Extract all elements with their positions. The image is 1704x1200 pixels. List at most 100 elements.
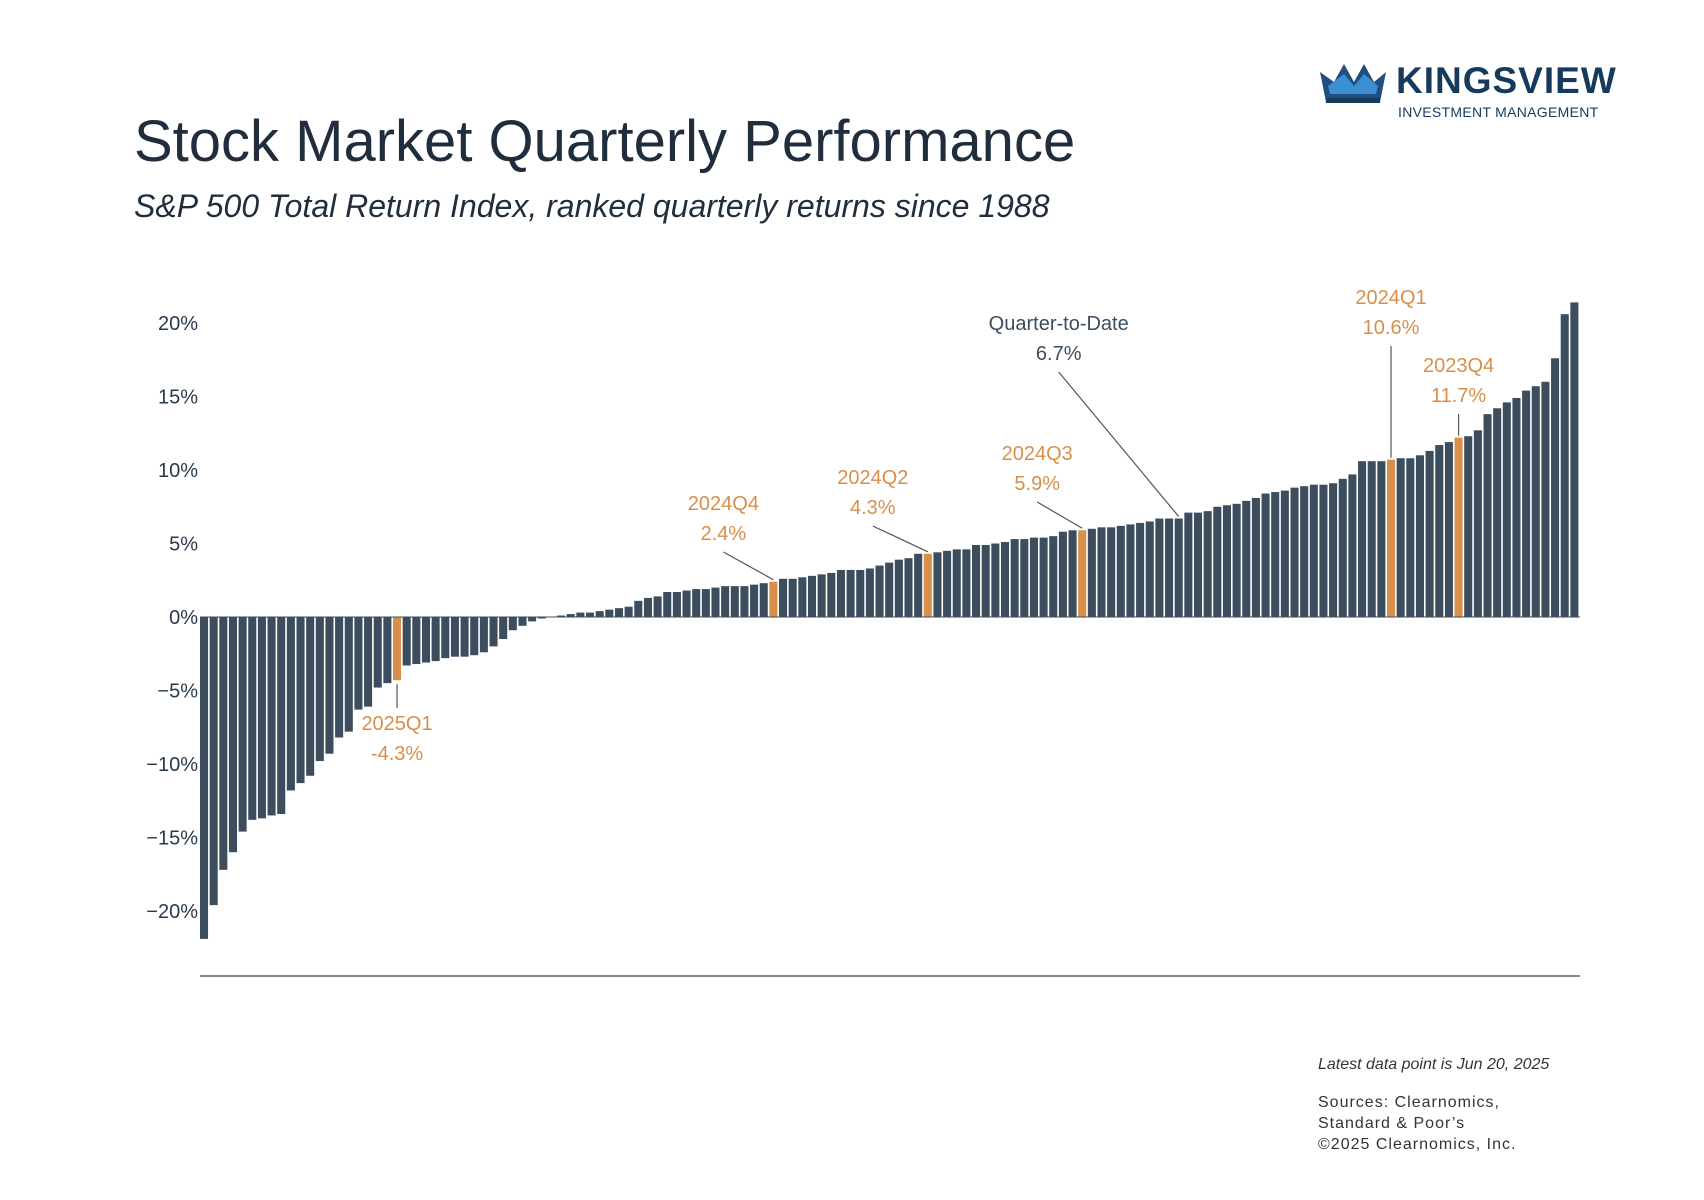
- bar: [499, 617, 508, 640]
- bar: [1454, 437, 1463, 617]
- bar: [643, 597, 652, 617]
- bar: [1290, 487, 1299, 617]
- brand-name: KINGSVIEW: [1396, 60, 1617, 101]
- bar: [1415, 455, 1424, 617]
- bar: [1560, 314, 1569, 617]
- bar: [1280, 490, 1289, 617]
- bar: [779, 578, 788, 617]
- bar: [981, 544, 990, 617]
- chart-subtitle: S&P 500 Total Return Index, ranked quart…: [134, 188, 1050, 224]
- bar: [248, 617, 257, 820]
- bar: [489, 617, 498, 647]
- bar: [962, 549, 971, 617]
- annotation-value: 5.9%: [1014, 473, 1060, 495]
- kingsview-logo: KINGSVIEW INVESTMENT MANAGEMENT: [1318, 60, 1618, 130]
- bar: [1271, 492, 1280, 617]
- annotation-label: 2023Q4: [1423, 355, 1494, 377]
- y-tick-label: −10%: [146, 754, 198, 776]
- bar: [344, 617, 353, 732]
- bar: [537, 617, 546, 619]
- bar: [1126, 524, 1135, 617]
- bar: [682, 590, 691, 617]
- bar: [972, 544, 981, 617]
- bar: [566, 614, 575, 617]
- bar: [1338, 478, 1347, 617]
- bar: [1386, 459, 1396, 617]
- bar: [750, 584, 759, 617]
- bar: [1309, 484, 1318, 617]
- bar: [267, 617, 276, 816]
- bar: [277, 617, 286, 814]
- annotation-label: Quarter-to-Date: [989, 313, 1129, 335]
- bar: [1531, 386, 1540, 617]
- bar: [508, 617, 517, 631]
- bar: [1049, 536, 1058, 617]
- chart-title: Stock Market Quarterly Performance: [134, 109, 1076, 174]
- crown-icon: [1320, 64, 1386, 103]
- bar: [798, 577, 807, 617]
- bar: [528, 617, 537, 622]
- bar: [914, 553, 923, 617]
- bar: [1116, 525, 1125, 617]
- bar: [827, 572, 836, 617]
- bar: [1039, 537, 1048, 617]
- bar: [943, 550, 952, 617]
- sources-line-2: Standard & Poor’s: [1318, 1115, 1466, 1132]
- y-tick-label: 5%: [169, 534, 198, 556]
- bar: [740, 586, 749, 617]
- bar: [1435, 445, 1444, 617]
- bar: [1300, 486, 1309, 617]
- latest-data-note: Latest data point is Jun 20, 2025: [1318, 1056, 1550, 1073]
- bar: [836, 569, 845, 617]
- bar: [296, 617, 305, 784]
- bar: [383, 617, 392, 684]
- bar: [1213, 506, 1222, 617]
- bar: [412, 617, 421, 665]
- bar: [1058, 531, 1067, 617]
- annotation-leader: [1058, 371, 1180, 517]
- bar: [1261, 493, 1270, 617]
- bar: [865, 568, 874, 617]
- bar: [441, 617, 450, 659]
- bar: [470, 617, 479, 656]
- bar: [1551, 358, 1560, 617]
- y-tick-label: 0%: [169, 607, 198, 629]
- bar: [856, 569, 865, 617]
- bar: [1000, 542, 1010, 617]
- bar: [209, 617, 218, 906]
- annotations: 2025Q1 -4.3% 2024Q4 2.4% 2024Q2 4.3% 2024Q3 5.9…: [361, 287, 1494, 765]
- bar: [711, 587, 720, 617]
- bar: [788, 578, 797, 617]
- bar: [1502, 402, 1511, 617]
- bar: [1396, 458, 1405, 617]
- annotation-value: 2.4%: [701, 523, 747, 545]
- bar: [614, 608, 624, 617]
- y-tick-label: 10%: [158, 460, 198, 482]
- bar: [1522, 390, 1531, 617]
- bar: [1319, 484, 1328, 617]
- bar: [933, 552, 942, 617]
- bar: [885, 562, 894, 617]
- bar: [1406, 458, 1415, 617]
- bar: [460, 617, 469, 657]
- annotation-value: 4.3%: [850, 497, 896, 519]
- bar: [759, 583, 768, 617]
- bar: [1184, 512, 1193, 617]
- annotation-value: 6.7%: [1036, 343, 1082, 365]
- bar: [1087, 528, 1096, 617]
- bar: [1512, 397, 1521, 617]
- bar: [721, 586, 730, 617]
- y-tick-label: −20%: [146, 901, 198, 923]
- bar: [634, 600, 643, 617]
- bar: [576, 612, 585, 617]
- bar: [1329, 483, 1338, 617]
- bar: [991, 543, 1000, 617]
- bar: [1444, 442, 1453, 617]
- annotation-value: 10.6%: [1363, 317, 1420, 339]
- y-tick-label: 20%: [158, 313, 198, 335]
- bar: [1029, 537, 1038, 617]
- bar: [1020, 539, 1029, 617]
- copyright: ©2025 Clearnomics, Inc.: [1318, 1136, 1517, 1153]
- bar: [653, 596, 662, 617]
- bar: [219, 617, 228, 870]
